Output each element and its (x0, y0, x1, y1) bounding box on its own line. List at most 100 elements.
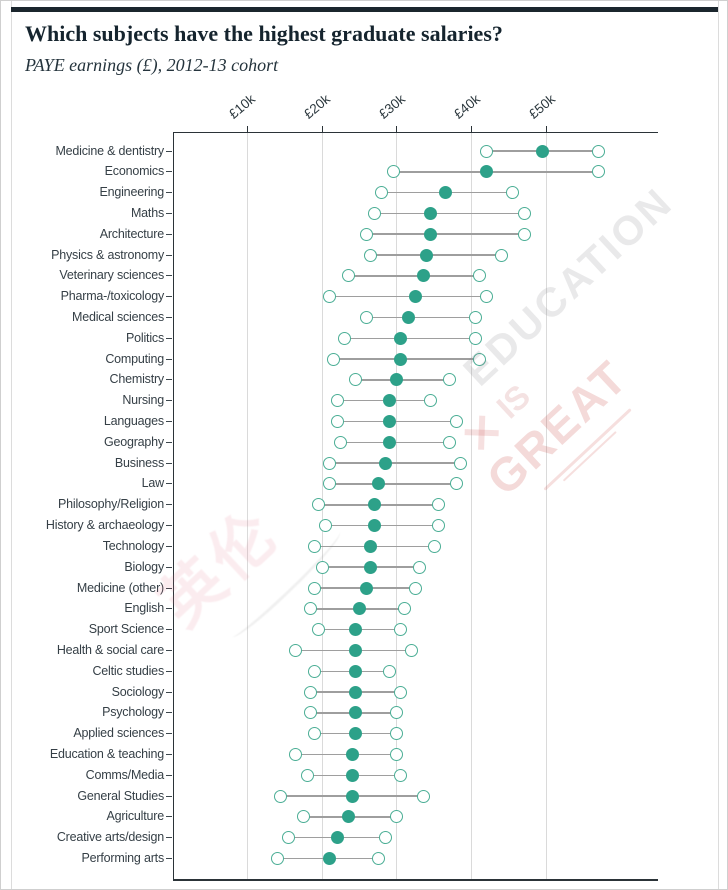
dot-lower (289, 747, 303, 761)
row-label: Performing arts (81, 851, 165, 866)
row-label: Biology (124, 559, 164, 574)
dot-upper (442, 373, 456, 387)
y-axis-tick (166, 733, 172, 735)
dot-lower (323, 456, 337, 470)
dot-median (349, 706, 363, 720)
dot-upper (506, 186, 520, 200)
connector-line (370, 254, 502, 256)
y-axis-tick (166, 504, 172, 506)
dot-upper (472, 269, 486, 283)
dot-median (349, 664, 363, 678)
row-label: Medicine (other) (76, 580, 164, 595)
dot-median (401, 310, 415, 324)
y-axis-tick (166, 670, 172, 672)
dot-lower (367, 206, 381, 220)
dot-median (345, 768, 359, 782)
row-label: English (124, 601, 164, 616)
dot-upper (394, 768, 408, 782)
dot-median (367, 519, 381, 533)
y-axis-tick (166, 837, 172, 839)
dot-upper (394, 685, 408, 699)
y-axis-tick (166, 337, 172, 339)
gridline-£40k (471, 131, 473, 881)
dot-upper (472, 352, 486, 366)
row-label: General Studies (77, 788, 164, 803)
dot-lower (308, 539, 322, 553)
dot-lower (289, 643, 303, 657)
x-tick-label-£30k: £30k (375, 91, 408, 122)
dot-median (360, 581, 374, 595)
y-axis-tick (166, 566, 172, 568)
chart-title: Which subjects have the highest graduate… (25, 21, 503, 46)
row-label: Pharma-/toxicology (60, 289, 165, 304)
dot-lower (308, 727, 322, 741)
row-label: Physics & astronomy (51, 247, 164, 262)
row-label: History & archaeology (45, 518, 164, 533)
x-axis-bottom-line (172, 879, 658, 881)
dot-lower (326, 352, 340, 366)
y-axis-tick (166, 525, 172, 527)
x-axis-tick-£40k (471, 125, 473, 132)
row-label: Politics (126, 330, 164, 345)
y-axis-tick (166, 171, 172, 173)
dot-upper (517, 227, 531, 241)
dot-lower (360, 310, 374, 324)
dot-upper (394, 623, 408, 637)
connector-line (344, 337, 476, 340)
dot-median (379, 456, 393, 470)
dot-upper (468, 331, 482, 345)
dot-upper (480, 290, 494, 304)
dot-median (345, 789, 359, 803)
row-label: Architecture (99, 226, 164, 241)
x-axis-top-line (172, 131, 658, 133)
dot-upper (390, 727, 404, 741)
row-label: Economics (104, 164, 165, 179)
dot-upper (409, 581, 423, 595)
dot-lower (315, 560, 329, 574)
row-label: Agriculture (106, 809, 164, 824)
connector-line (337, 420, 457, 423)
x-tick-label-£20k: £20k (300, 91, 334, 122)
dot-lower (386, 165, 400, 179)
connector-line (329, 462, 461, 464)
y-axis-tick (166, 441, 172, 443)
dot-upper (495, 248, 509, 262)
row-label: Maths (130, 205, 164, 220)
content-right-edge-line (718, 1, 719, 889)
row-label: Health & social care (56, 642, 164, 657)
dot-lower (375, 186, 389, 200)
y-axis-tick (166, 254, 172, 256)
row-label: Comms/Media (85, 767, 165, 782)
dot-median (364, 539, 378, 553)
row-label: Applied sciences (73, 726, 164, 741)
dot-upper (371, 852, 385, 866)
dot-lower (341, 269, 355, 283)
dot-lower (304, 706, 318, 720)
dot-upper (390, 810, 404, 824)
dot-median (439, 186, 453, 200)
dot-lower (338, 331, 352, 345)
row-label: Celtic studies (92, 663, 164, 678)
dot-upper (431, 519, 445, 533)
x-axis-tick-£20k (321, 125, 323, 132)
dot-lower (330, 415, 344, 429)
y-axis-tick (166, 400, 172, 402)
dot-upper (442, 435, 456, 449)
dot-lower (330, 394, 344, 408)
dot-upper (412, 560, 426, 574)
dot-median (382, 415, 396, 429)
y-axis-line (172, 131, 174, 881)
row-label: Education & teaching (49, 746, 164, 761)
dot-median (536, 144, 550, 158)
row-label: Sport Science (88, 622, 164, 637)
dot-lower (480, 144, 494, 158)
row-label: Law (141, 476, 165, 491)
dot-upper (450, 477, 464, 491)
dot-median (424, 227, 438, 241)
dot-lower (270, 852, 284, 866)
dot-lower (360, 227, 374, 241)
y-axis-tick (166, 691, 172, 693)
dot-upper (453, 456, 467, 470)
dot-median (382, 435, 396, 449)
y-axis-tick (166, 212, 172, 214)
